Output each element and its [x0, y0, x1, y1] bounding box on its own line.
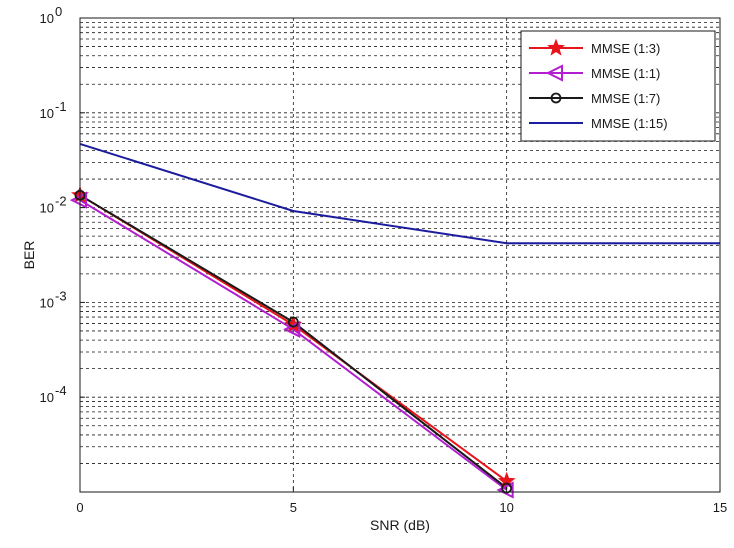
legend: MMSE (1:3) MMSE (1:1) MMSE (1:7) MMSE (1:15… — [520, 30, 716, 142]
y-tick-exponent: -2 — [55, 194, 67, 209]
plot-frame — [79, 17, 721, 493]
y-tick-label: 10 — [40, 201, 54, 216]
circle-marker — [501, 482, 513, 494]
star-marker — [497, 471, 516, 489]
grid — [80, 18, 720, 492]
y-tick-label: 10 — [40, 106, 54, 121]
x-axis-label: SNR (dB) — [370, 517, 430, 533]
triangle-left-marker — [69, 191, 87, 209]
y-tick-label: 10 — [40, 295, 54, 310]
y-tick-exponent: -3 — [55, 288, 67, 303]
triangle-left-marker — [496, 481, 514, 499]
series-line — [79, 199, 508, 491]
y-tick-exponent: -4 — [55, 383, 67, 398]
x-ticks: 0 5 10 15 — [76, 487, 727, 515]
legend-label: MMSE (1:15) — [591, 116, 668, 131]
legend-label: MMSE (1:1) — [591, 66, 660, 81]
x-tick-label: 0 — [76, 500, 83, 515]
circle-marker — [550, 92, 562, 104]
y-tick-exponent: -1 — [55, 99, 67, 114]
series-line — [79, 142, 720, 245]
y-tick-label: 10 — [40, 390, 54, 405]
y-axis-label: BER — [21, 241, 37, 270]
triangle-left-marker — [545, 64, 563, 82]
y-tick-exponent: 0 — [55, 4, 62, 19]
x-tick-label: 15 — [713, 500, 727, 515]
legend-label: MMSE (1:3) — [591, 41, 660, 56]
y-tick-label: 10 — [40, 11, 54, 26]
star-marker — [547, 38, 565, 56]
x-tick-label: 10 — [499, 500, 513, 515]
legend-label: MMSE (1:7) — [591, 91, 660, 106]
x-tick-label: 5 — [290, 500, 297, 515]
circle-marker — [287, 316, 299, 328]
